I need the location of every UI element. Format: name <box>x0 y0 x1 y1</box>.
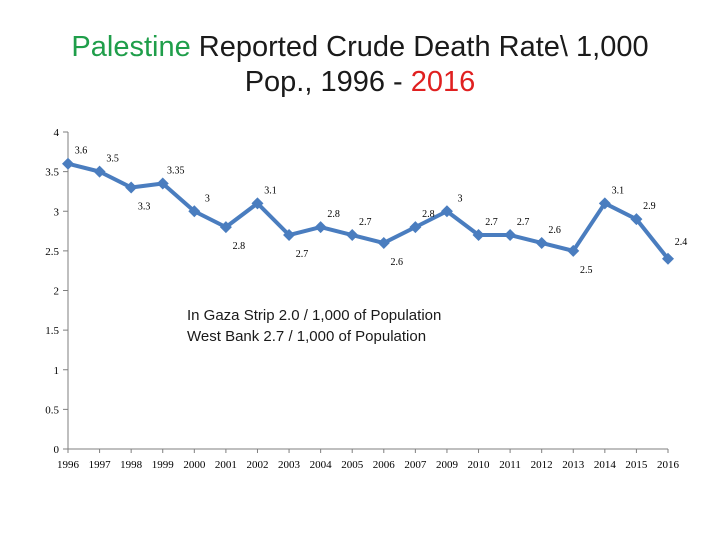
x-tick-label: 2002 <box>246 459 268 471</box>
x-tick-label: 2016 <box>657 459 680 471</box>
data-label: 2.5 <box>580 265 593 276</box>
data-point-marker <box>188 205 201 218</box>
data-labels: 3.6 3.5 3.3 3.35 3 2.8 3.1 2.7 2.8 2.7 2.6 2.8 3 2.7 2… <box>75 146 688 276</box>
data-label: 2.8 <box>233 241 246 252</box>
data-label: 3.5 <box>106 154 119 165</box>
y-tick-label: 3 <box>54 206 60 218</box>
x-tick-label: 2007 <box>404 459 427 471</box>
title-period: Pop., 1996 - <box>244 66 411 98</box>
data-label: 3.6 <box>75 146 88 157</box>
data-label: 3.1 <box>612 185 625 196</box>
data-point-marker <box>346 229 359 242</box>
data-label: 3.1 <box>264 185 277 196</box>
data-point-marker <box>251 197 264 210</box>
x-tick-label: 1996 <box>57 459 80 471</box>
x-tick-label: 2009 <box>436 459 459 471</box>
y-tick-label: 0 <box>54 444 60 456</box>
data-label: 2.7 <box>359 217 372 228</box>
y-tick-label: 2.5 <box>45 246 59 258</box>
x-tick-label: 2012 <box>531 459 553 471</box>
chart-title: Palestine Reported Crude Death Rate\ 1,0… <box>0 30 720 100</box>
title-main: Reported Crude Death Rate\ 1,000 <box>190 31 649 63</box>
data-label: 2.6 <box>391 257 404 268</box>
data-point-marker <box>535 236 548 249</box>
y-tick-label: 3.5 <box>45 167 59 179</box>
annotation-note: In Gaza Strip 2.0 / 1,000 of Population … <box>187 305 441 347</box>
data-label: 3.35 <box>167 166 185 177</box>
x-tick-label: 2004 <box>310 459 333 471</box>
x-tick-label: 2013 <box>562 459 585 471</box>
data-point-marker <box>314 221 327 234</box>
data-point-marker <box>156 177 169 190</box>
note-gaza: In Gaza Strip 2.0 / 1,000 of Population <box>187 307 442 324</box>
chart-axes <box>67 132 668 450</box>
series-line <box>67 161 670 261</box>
y-tick-label: 2 <box>54 286 60 298</box>
data-point-marker <box>630 213 643 226</box>
data-point-marker <box>93 165 106 178</box>
data-label: 2.8 <box>422 209 435 220</box>
data-point-marker <box>283 229 296 242</box>
data-point-marker <box>440 205 453 218</box>
y-tick-label: 1 <box>54 365 60 377</box>
data-point-marker <box>62 157 74 170</box>
data-point-marker <box>472 229 485 242</box>
x-tick-label: 2006 <box>373 459 396 471</box>
x-tick-label: 2001 <box>215 459 237 471</box>
data-label: 2.7 <box>485 217 498 228</box>
title-country: Palestine <box>71 31 191 63</box>
data-point-marker <box>567 244 580 257</box>
data-label: 3 <box>457 193 462 204</box>
title-end-year: 2016 <box>410 66 476 98</box>
x-axis-ticks: 1996 1997 1998 1999 2000 2001 2002 2003 2004 2005… <box>57 449 680 471</box>
y-axis-ticks: 0 0.5 1 1.5 2 2.5 3 3.5 4 <box>45 127 68 456</box>
data-point-marker <box>409 221 422 234</box>
data-point-marker <box>504 229 517 242</box>
y-tick-label: 4 <box>54 127 60 139</box>
x-tick-label: 2000 <box>183 459 206 471</box>
x-tick-label: 1997 <box>89 459 112 471</box>
x-tick-label: 2003 <box>278 459 301 471</box>
series-group <box>62 157 674 265</box>
x-tick-label: 1999 <box>152 459 175 471</box>
data-point-marker <box>377 236 390 249</box>
data-point-marker <box>219 221 232 234</box>
x-tick-label: 2005 <box>341 459 364 471</box>
data-label: 2.6 <box>548 225 561 236</box>
data-label: 3 <box>205 193 210 204</box>
data-point-marker <box>598 197 611 210</box>
data-label: 2.4 <box>675 237 688 248</box>
x-tick-label: 2014 <box>594 459 617 471</box>
y-tick-label: 1.5 <box>45 325 59 337</box>
x-tick-label: 2010 <box>468 459 491 471</box>
note-westbank: West Bank 2.7 / 1,000 of Population <box>187 328 427 345</box>
data-label: 2.7 <box>296 249 309 260</box>
x-tick-label: 1998 <box>120 459 143 471</box>
y-tick-label: 0.5 <box>45 404 59 416</box>
data-point-marker <box>662 252 674 265</box>
x-tick-label: 2011 <box>499 459 521 471</box>
data-label: 3.3 <box>138 201 151 212</box>
data-label: 2.7 <box>517 217 530 228</box>
x-tick-label: 2015 <box>625 459 648 471</box>
data-point-marker <box>125 181 138 194</box>
data-label: 2.9 <box>643 201 656 212</box>
data-label: 2.8 <box>327 209 340 220</box>
